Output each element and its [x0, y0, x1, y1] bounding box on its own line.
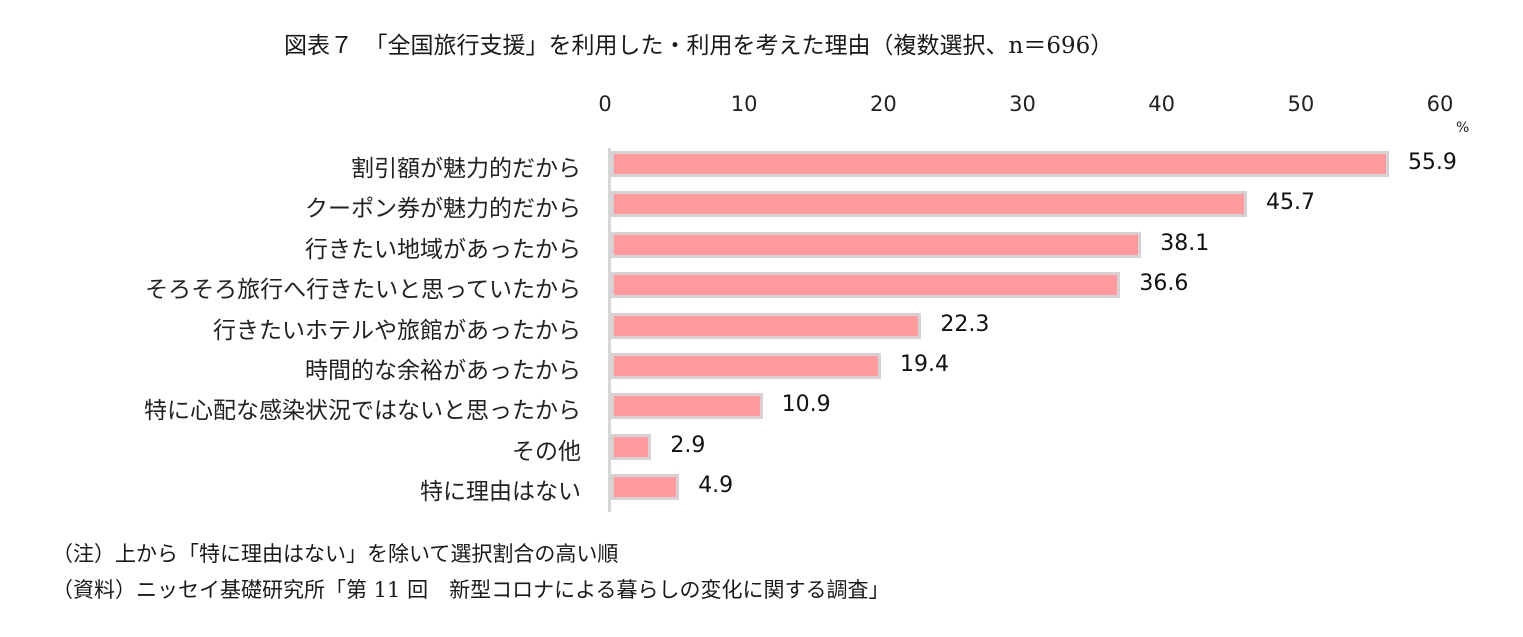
category-label: 割引額が魅力的だから: [351, 156, 581, 182]
bar: [611, 474, 680, 501]
chart-title: 図表７ 「全国旅行支援」を利用した・利用を考えた理由（複数選択、n＝696）: [284, 33, 1114, 59]
bar-row: 行きたいホテルや旅館があったから 22.3: [0, 308, 1523, 348]
bar: [611, 272, 1121, 299]
x-axis-unit: %: [1456, 120, 1470, 136]
x-tick-label: 40: [1148, 92, 1176, 116]
bar-row: 特に理由はない 4.9: [0, 469, 1523, 509]
bar: [611, 151, 1389, 177]
value-label: 36.6: [1139, 271, 1189, 297]
bar-row: その他 2.9: [0, 429, 1523, 469]
value-label: 38.1: [1160, 230, 1210, 256]
bar-row: 割引額が魅力的だから 55.9: [0, 146, 1523, 186]
value-label: 45.7: [1265, 190, 1315, 216]
x-tick-label: 0: [598, 92, 612, 116]
bar: [611, 393, 763, 420]
x-tick-label: 10: [730, 92, 758, 116]
chart-source: （資料）ニッセイ基礎研究所「第 11 回 新型コロナによる暮らしの変化に関する調…: [52, 578, 890, 602]
value-label: 2.9: [670, 432, 706, 458]
bar-row: クーポン券が魅力的だから 45.7: [0, 186, 1523, 226]
bar: [611, 433, 652, 460]
value-label: 19.4: [899, 352, 949, 377]
category-label: 行きたい地域があったから: [305, 236, 581, 263]
x-tick-label: 60: [1426, 92, 1454, 116]
bar: [611, 353, 881, 379]
chart-note: （注）上から「特に理由はない」を除いて選択割合の高い順: [52, 542, 619, 566]
value-label: 4.9: [698, 473, 734, 499]
category-label: 行きたいホテルや旅館があったから: [213, 317, 581, 344]
bar-row: そろそろ旅行へ行きたいと思っていたから 36.6: [0, 267, 1523, 307]
category-label: 特に心配な感染状況ではないと思ったから: [144, 398, 581, 425]
category-label: 時間的な余裕があったから: [305, 358, 581, 384]
category-label: クーポン券が魅力的だから: [305, 196, 581, 223]
x-tick-label: 50: [1287, 92, 1315, 116]
category-label: 特に理由はない: [420, 479, 581, 506]
category-label: そろそろ旅行へ行きたいと思っていたから: [145, 277, 581, 304]
value-label: 10.9: [781, 392, 831, 418]
bar-row: 時間的な余裕があったから 19.4: [0, 348, 1523, 388]
bar: [611, 191, 1247, 218]
y-axis-line: [608, 148, 611, 512]
category-label: その他: [512, 438, 581, 465]
x-tick-label: 30: [1009, 92, 1036, 116]
bar-row: 特に心配な感染状況ではないと思ったから 10.9: [0, 388, 1523, 428]
bar-row: 行きたい地域があったから 38.1: [0, 227, 1523, 267]
bar: [611, 231, 1142, 258]
value-label: 22.3: [940, 311, 990, 337]
bar: [611, 312, 922, 339]
value-label: 55.9: [1407, 150, 1457, 175]
x-tick-label: 20: [869, 92, 897, 116]
